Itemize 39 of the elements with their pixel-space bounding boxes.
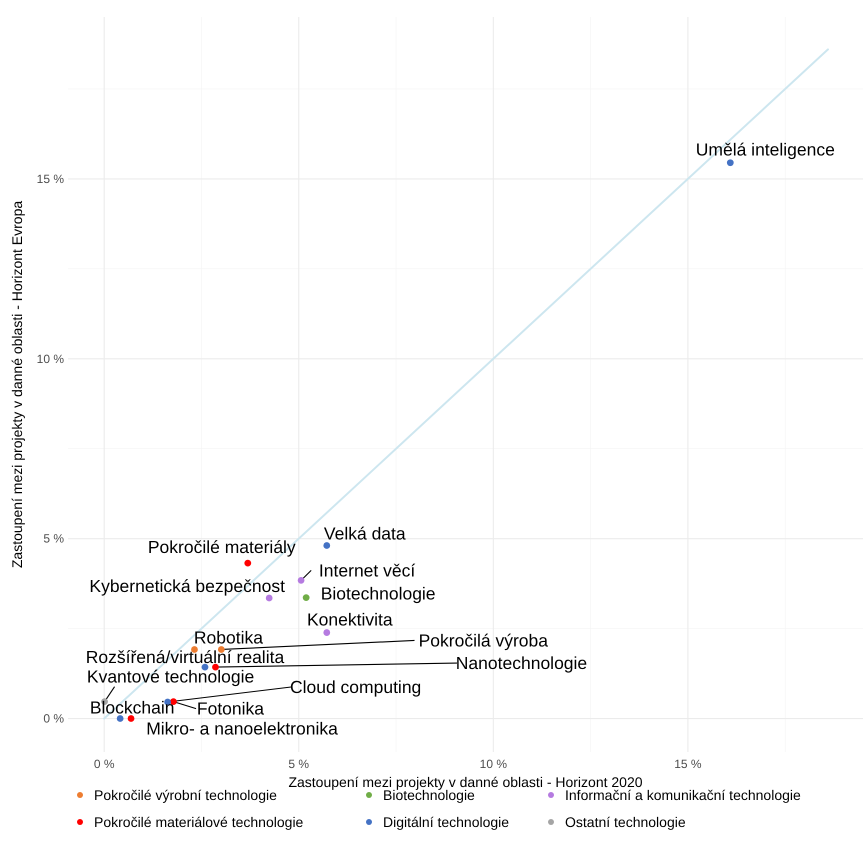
annotation: Biotechnologie [320, 584, 436, 604]
annotation: Rozšířená/virtuální realita [86, 647, 284, 668]
y-tick-label: 15 % [36, 172, 64, 186]
y-tick-label: 0 % [43, 712, 64, 726]
annotation: Cloud computing [290, 676, 422, 697]
x-tick-label: 0 % [94, 757, 115, 771]
legend-label: Pokročilé výrobní technologie [94, 787, 278, 803]
y-tick-label: 5 % [43, 532, 64, 546]
legend-label: Pokročilé materiálové technologie [94, 814, 304, 830]
point [128, 715, 134, 722]
annotation: Kvantové technologie [86, 666, 254, 687]
point [244, 560, 252, 566]
legend-label: Informační a komunikační technologie [565, 787, 802, 803]
x-tick-label: 15 % [674, 757, 702, 771]
x-tick-label: 5 % [288, 757, 310, 771]
annotation: Robotika [194, 627, 264, 648]
point [116, 715, 124, 722]
annotation: Internet věcí [318, 560, 416, 580]
point [726, 159, 734, 166]
annotation: Fotonika [196, 698, 264, 719]
y-tick-label: 10 % [36, 352, 64, 366]
x-tick-label: 10 % [480, 757, 508, 771]
point [323, 542, 330, 549]
annotation: Mikro- a nanoelektronika [146, 718, 338, 739]
annotation: Pokročilé materiály [148, 537, 296, 558]
annotation: Pokročilá výroba [418, 630, 548, 650]
point [298, 577, 304, 584]
x-axis-title: Zastoupení mezi projekty v danné oblasti - Horizont 2020 [288, 774, 643, 790]
annotation: Kybernetická bezpečnost [89, 576, 286, 596]
y-axis-title: Zastoupení mezi projekty v danné oblasti - Horizont Evropa [9, 200, 25, 568]
point [323, 629, 330, 636]
point [302, 594, 310, 602]
annotation: Konektivita [306, 610, 393, 630]
legend-label: Digitální technologie [383, 814, 510, 830]
annotation: Velká data [324, 523, 406, 544]
annotation: Blockchain [90, 698, 174, 718]
annotation: Nanotechnologie [456, 653, 588, 674]
annotation: Umělá inteligence [696, 140, 835, 160]
legend-label: Ostatní technologie [565, 814, 686, 830]
